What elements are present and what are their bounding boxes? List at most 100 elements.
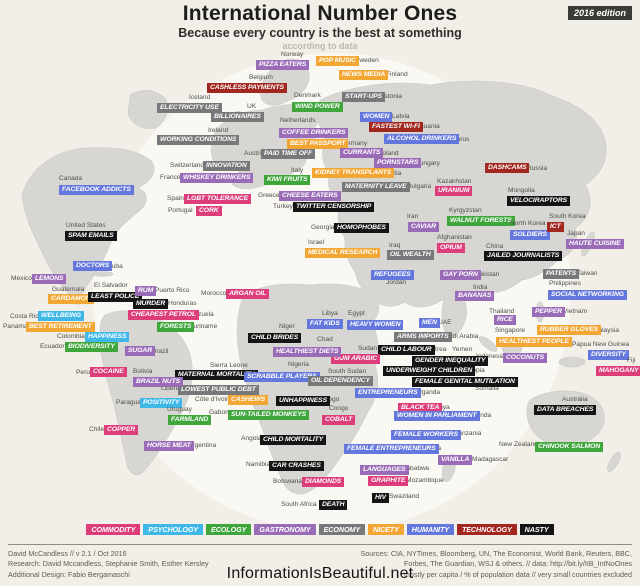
country-name: India — [473, 284, 488, 291]
category-tag: DIVERSITY — [588, 350, 629, 360]
new-zealand-shape — [607, 451, 621, 473]
country-name: Belgium — [249, 74, 273, 81]
legend-item: NASTY — [519, 524, 554, 536]
country-name: Germany — [340, 140, 368, 147]
legend-item: GASTRONOMY — [254, 524, 316, 536]
sumatra-shape — [478, 336, 498, 352]
country-name: Thailand — [489, 308, 515, 315]
category-tag: COPPER — [104, 425, 139, 435]
category-tag: HAPPINESS — [85, 332, 130, 342]
country-name: Philippines — [549, 280, 581, 287]
category-tag: WELLBEING — [38, 311, 84, 321]
newguinea-shape — [558, 356, 586, 368]
country-name: Sudan — [358, 345, 378, 352]
category-tag: BEST PASSPORT — [287, 139, 349, 149]
category-tag: DIAMONDS — [302, 477, 345, 487]
country-name: Bolivia — [133, 368, 153, 375]
category-tag: ALCOHOL DRINKERS — [384, 134, 460, 144]
country-name: Hungary — [415, 160, 440, 167]
category-tag: REFUGEES — [371, 270, 414, 280]
footer: David McCandless // v 2.1 / Oct 2016 Res… — [8, 544, 632, 582]
category-tag: MATERNAL MORTALITY — [175, 370, 258, 380]
country-name: Eritrea — [427, 346, 447, 353]
country-name: Swaziland — [389, 493, 420, 500]
country-name: Spain — [167, 195, 184, 202]
country-name: Chile — [89, 426, 105, 433]
category-tag: BRAZIL NUTS — [133, 377, 184, 387]
category-tag: RUBBER GLOVES — [537, 325, 601, 335]
category-tag: FEMALE GENITAL MUTILATION — [412, 377, 518, 387]
category-tag: ENTREPRENEURS — [355, 388, 421, 398]
country-name: Honduras — [168, 300, 197, 307]
country-name: Russia — [527, 165, 548, 172]
category-tag: OPIUM — [437, 243, 465, 253]
category-tag: HEALTHIEST PEOPLE — [496, 337, 572, 347]
country-name: Denmark — [294, 92, 321, 99]
category-tag: HAUTE CUISINE — [566, 239, 624, 249]
country-name: New Zealand — [499, 441, 538, 448]
country-name: Libya — [322, 310, 338, 317]
category-tag: PEPPER — [532, 307, 565, 317]
legend-item: PSYCHOLOGY — [143, 524, 204, 536]
country-name: Nigeria — [288, 361, 309, 368]
sources-line: Sources: CIA, NYTimes, Bloomberg, UN, Th… — [360, 549, 633, 558]
category-tag: SUN-TAILED MONKEYS — [228, 410, 310, 420]
category-tag: KIWI FRUITS — [264, 175, 311, 185]
country-name: Gabon — [209, 409, 229, 416]
category-tag: PAID TIME OFF — [261, 149, 316, 159]
category-tag: BANANAS — [455, 291, 495, 301]
country-name: Greece — [258, 192, 280, 199]
category-tag: ELECTRICITY USE — [157, 103, 222, 113]
category-tag: CHINOOK SALMON — [535, 442, 604, 452]
page-subtitle: Because every country is the best at som… — [178, 26, 462, 40]
country-name: Taiwan — [577, 270, 598, 277]
category-tag: GUM ARABIC — [331, 354, 380, 364]
category-tag: ARGAN OIL — [226, 289, 270, 299]
legend-item: NICETY — [368, 524, 404, 536]
category-tag: UNDERWEIGHT CHILDREN — [383, 366, 476, 376]
category-tag: UNHAPPINESS — [276, 396, 330, 406]
category-tag: WOMEN IN PARLIAMENT — [394, 411, 480, 421]
category-tag: MURDER — [133, 299, 169, 309]
category-tag: PIZZA EATERS — [256, 60, 310, 70]
country-name: Argentina — [188, 442, 217, 449]
category-tag: OIL WEALTH — [387, 250, 434, 260]
country-name: Mongolia — [508, 187, 535, 194]
country-name: Japan — [567, 230, 585, 237]
category-tag: WHISKEY DRINKERS — [180, 173, 254, 183]
category-tag: CHILD MORTALITY — [260, 435, 327, 445]
country-name: Sweden — [355, 57, 379, 64]
country-name: Austria — [244, 150, 265, 157]
category-tag: LEAST POLICE — [88, 292, 143, 302]
category-tag: GENDER INEQUALITY — [412, 356, 489, 366]
category-tag: CAR CRASHES — [269, 461, 324, 471]
category-tag: BEST RETIREMENT — [26, 322, 95, 332]
category-tag: RICE — [494, 315, 516, 325]
country-name: Mexico — [11, 275, 32, 282]
country-name: Suriname — [189, 323, 218, 330]
country-name: Mozambique — [406, 477, 444, 484]
country-name: Georgia — [311, 224, 335, 231]
country-name: Pakistan — [474, 271, 500, 278]
category-tag: GAY PORN — [440, 270, 481, 280]
country-name: Niger — [279, 323, 295, 330]
category-tag: HORSE MEAT — [144, 441, 194, 451]
category-tag: MEN — [419, 318, 440, 328]
country-name: China — [486, 243, 504, 250]
category-tag: CASHEWS — [228, 395, 269, 405]
country-name: Poland — [378, 150, 399, 157]
category-tag: DATA BREACHES — [534, 405, 597, 415]
country-name: Congo — [329, 405, 349, 412]
sources-block: Sources: CIA, NYTimes, Bloomberg, UN, Th… — [361, 549, 633, 580]
country-name: Ireland — [208, 127, 229, 134]
category-tag: HEALTHIEST DIETS — [273, 347, 342, 357]
country-name: Botswana — [273, 478, 302, 485]
country-name: Yemen — [452, 346, 473, 353]
category-tag: URANIUM — [435, 186, 473, 196]
category-tag: CHEAPEST PETROL — [128, 310, 199, 320]
country-name: Uganda — [417, 389, 441, 396]
credit-line: David McCandless // v 2.1 / Oct 2016 — [8, 549, 127, 558]
country-name: Tanzania — [455, 430, 482, 437]
country-name: Norway — [281, 51, 304, 58]
